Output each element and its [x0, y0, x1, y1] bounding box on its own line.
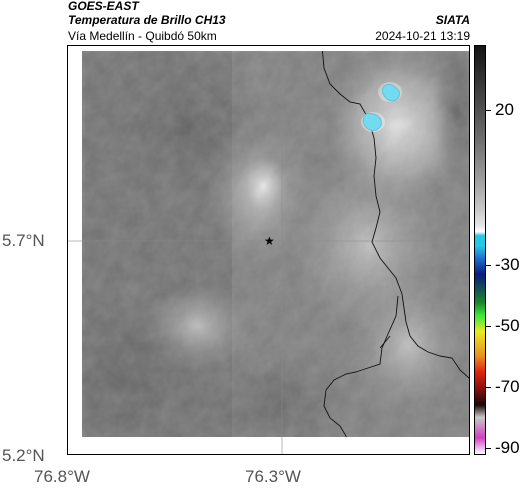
satellite-source: GOES-EAST: [68, 0, 139, 13]
region-label: Vía Medellín - Quibdó 50km: [68, 29, 217, 43]
product-title: Temperatura de Brillo CH13: [68, 13, 226, 27]
cold-cloud-top: [381, 83, 401, 102]
y-tick-label: 5.2°N: [2, 446, 45, 465]
colorbar-label: -90: [495, 438, 520, 457]
colorbar-tick: [486, 265, 491, 266]
x-tick-label: 76.3°W: [245, 467, 301, 486]
map-panel: ★: [67, 45, 470, 455]
timestamp: 2024-10-21 13:19: [375, 29, 470, 43]
colorbar-label: -50: [495, 316, 520, 335]
colorbar-label: 20: [495, 100, 514, 119]
colorbar-label: -30: [495, 255, 520, 274]
y-tick-label: 5.7°N: [2, 231, 45, 250]
brand-label: SIATA: [435, 13, 470, 27]
star-marker: ★: [264, 234, 275, 248]
x-tick-label: 76.8°W: [34, 467, 90, 486]
colorbar-tick: [486, 110, 491, 111]
department-boundary: [321, 46, 469, 379]
cold-cloud-top: [362, 113, 382, 131]
department-boundary: [323, 295, 399, 454]
colorbar: [474, 45, 486, 455]
colorbar-tick: [486, 448, 491, 449]
colorbar-label: -70: [495, 377, 520, 396]
colorbar-tick: [486, 326, 491, 327]
brightness-temperature-image: ★: [68, 46, 469, 454]
colorbar-tick: [486, 387, 491, 388]
